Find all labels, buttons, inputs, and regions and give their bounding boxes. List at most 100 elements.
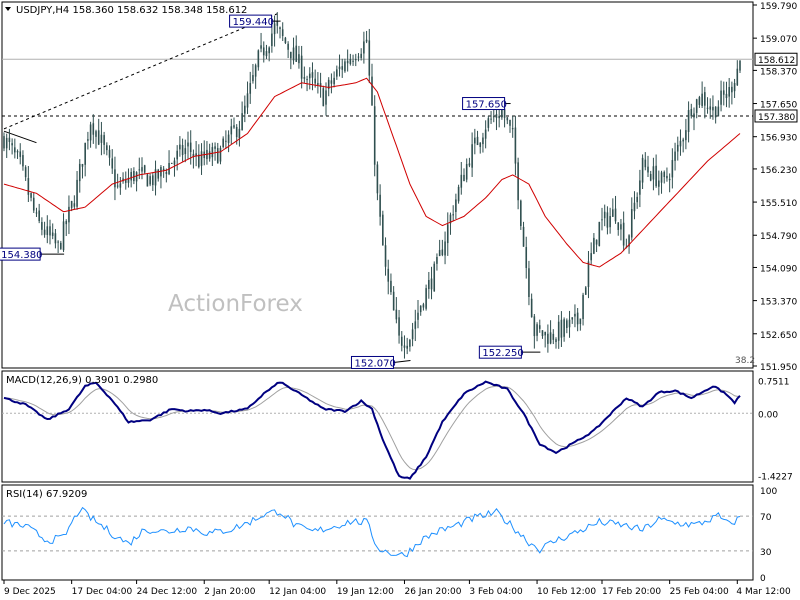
candle-body <box>84 142 86 165</box>
candle-body <box>525 247 528 268</box>
candle-body <box>400 336 403 346</box>
candle-body <box>38 210 40 222</box>
candle-body <box>154 169 157 186</box>
candle-body <box>444 241 446 256</box>
candle-body <box>457 186 460 202</box>
candle-body <box>647 166 649 173</box>
candle-body <box>511 128 514 130</box>
candle-body <box>35 212 38 214</box>
candle-body <box>563 319 565 337</box>
candle-body <box>273 23 276 35</box>
candle-body <box>311 72 314 78</box>
time-tick-label: 9 Dec 2025 <box>4 587 56 597</box>
price-tick-label: 157.650 <box>760 101 797 111</box>
candle-body <box>709 106 712 110</box>
candle-body <box>181 145 184 156</box>
candle-body <box>373 106 376 165</box>
price-tick-label: 151.950 <box>760 363 797 373</box>
chart-header: USDJPY,H4 158.360 158.632 158.348 158.61… <box>16 5 247 16</box>
candle-body <box>76 179 78 207</box>
candle-body <box>530 298 533 318</box>
support-level-tag: 157.380 <box>758 113 795 123</box>
candle-body <box>633 202 636 212</box>
candle-body <box>14 147 16 153</box>
candle-body <box>325 90 327 105</box>
watermark: ActionForex <box>168 291 303 317</box>
candle-body <box>487 118 490 128</box>
candle-body <box>49 226 51 236</box>
candle-body <box>114 169 116 188</box>
candle-body <box>51 232 54 236</box>
candle-body <box>720 90 722 105</box>
candle-body <box>111 158 114 169</box>
macd-line <box>3 380 741 480</box>
price-tick-label: 159.790 <box>760 2 797 12</box>
callout-label: 152.070 <box>354 358 395 369</box>
candle-body <box>254 65 257 77</box>
price-tick-label: 152.650 <box>760 331 797 341</box>
candle-body <box>731 86 733 93</box>
candle-body <box>222 138 224 147</box>
candle-body <box>233 125 235 128</box>
rsi-tick-label: 100 <box>760 487 777 497</box>
candle-body <box>87 139 89 141</box>
candle-body <box>244 105 246 114</box>
candle-body <box>192 153 195 158</box>
current-price-tag: 158.612 <box>758 56 795 66</box>
candle-body <box>652 166 655 180</box>
candle-body <box>576 312 579 325</box>
candle-body <box>230 126 233 135</box>
candle-body <box>127 178 130 183</box>
candle-body <box>135 172 138 182</box>
current-price-tag-box <box>754 52 798 66</box>
time-tick-label: 25 Feb 04:00 <box>670 587 729 597</box>
candle-body <box>65 220 68 225</box>
candle-body <box>579 318 582 325</box>
candle-body <box>411 329 414 340</box>
macd-layer <box>2 380 753 480</box>
candle-body <box>428 280 430 289</box>
moving-average-line <box>3 77 741 268</box>
candle-body <box>522 226 525 247</box>
candle-body <box>690 108 693 117</box>
candle-body <box>658 180 660 187</box>
candle-body <box>687 110 690 132</box>
candle-body <box>584 287 587 295</box>
candle-body <box>279 27 281 29</box>
candle-body <box>216 148 219 164</box>
candle-body <box>306 79 308 81</box>
candle-body <box>103 135 105 145</box>
candle-body <box>365 39 368 42</box>
candle-body <box>32 197 35 211</box>
macd-signal-line <box>3 385 741 471</box>
candle-body <box>436 256 438 264</box>
candle-body <box>387 268 390 282</box>
trendline-dashed <box>3 13 278 130</box>
candle-body <box>260 45 262 49</box>
candle-body <box>614 208 617 222</box>
candle-body <box>620 224 622 230</box>
candle-body <box>474 137 476 144</box>
candle-body <box>736 68 739 86</box>
candle-body <box>165 172 168 175</box>
candle-body <box>544 331 546 336</box>
candle-body <box>189 142 192 153</box>
candle-body <box>298 54 300 64</box>
collapse-triangle-icon[interactable] <box>5 7 11 11</box>
candle-body <box>706 107 709 109</box>
candle-body <box>536 324 538 336</box>
candle-body <box>249 83 252 94</box>
candle-body <box>138 169 141 171</box>
candle-body <box>701 93 703 106</box>
candle-body <box>728 87 730 97</box>
candle-body <box>452 214 454 216</box>
candle-body <box>106 145 108 151</box>
candle-body <box>528 268 530 297</box>
candle-body <box>390 280 392 293</box>
callout-label: 159.440 <box>233 17 274 28</box>
candle-body <box>671 160 674 178</box>
candle-body <box>433 263 436 292</box>
candle-body <box>346 60 349 64</box>
candle-body <box>538 325 541 329</box>
candle-body <box>227 134 230 143</box>
